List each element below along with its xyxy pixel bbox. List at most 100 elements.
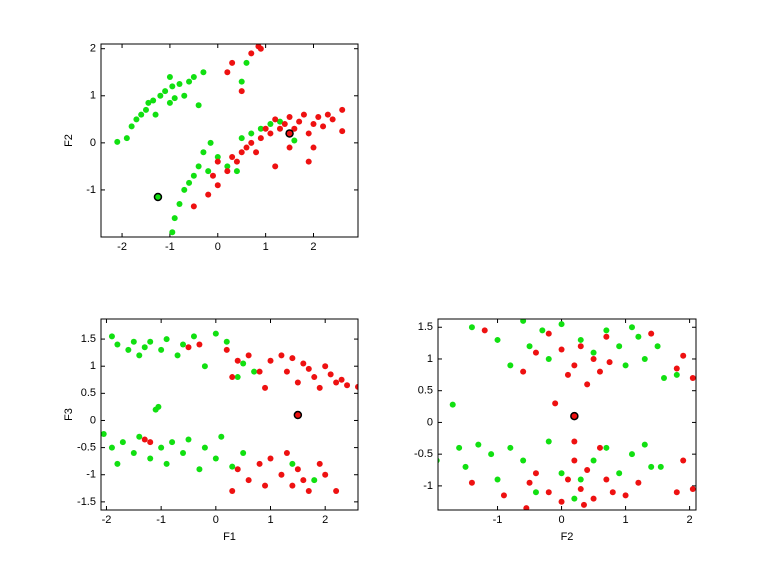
point (209, 172, 216, 179)
point (278, 471, 285, 478)
point (355, 383, 358, 390)
point (689, 375, 696, 382)
point (283, 368, 290, 375)
point (545, 438, 552, 445)
point (648, 463, 655, 470)
point (558, 346, 565, 353)
point (571, 362, 578, 369)
point (539, 327, 546, 334)
point (169, 439, 176, 446)
point (205, 168, 212, 175)
point (114, 138, 121, 145)
point (584, 467, 591, 474)
point (163, 336, 170, 343)
point (233, 168, 240, 175)
point (108, 333, 115, 340)
y-tick-label: -1 (86, 469, 96, 481)
y-tick-label: -0.5 (414, 448, 433, 460)
point (229, 59, 236, 66)
point (238, 149, 245, 156)
x-tick-label: 1 (263, 241, 269, 253)
point (147, 455, 154, 462)
point (245, 352, 252, 359)
point (195, 163, 202, 170)
point (169, 229, 176, 236)
point (185, 344, 192, 351)
point (545, 355, 552, 362)
point (673, 365, 680, 372)
point (603, 333, 610, 340)
point (133, 116, 140, 123)
point (243, 144, 250, 151)
point (238, 88, 245, 95)
point (507, 362, 514, 369)
point (291, 125, 298, 132)
point (224, 168, 231, 175)
point (596, 368, 603, 375)
point (488, 451, 495, 458)
axes-box (437, 318, 697, 511)
point (152, 111, 159, 118)
y-tick-label: 0 (90, 414, 96, 426)
point (245, 477, 252, 484)
point (289, 482, 296, 489)
axes-box (100, 43, 359, 238)
point (622, 362, 629, 369)
point (570, 411, 579, 421)
point (635, 479, 642, 486)
point (285, 129, 294, 138)
point (158, 444, 165, 451)
point (526, 479, 533, 486)
point (243, 59, 250, 66)
point (163, 460, 170, 467)
point (153, 192, 163, 202)
point (240, 360, 247, 367)
point (294, 379, 301, 386)
point (256, 368, 263, 375)
point (283, 450, 290, 457)
point (660, 375, 667, 382)
point (136, 352, 143, 359)
y-tick-label: 1.5 (81, 333, 96, 345)
point (590, 495, 597, 502)
y-tick-label: -0.5 (77, 442, 96, 454)
point (195, 102, 202, 109)
point (207, 139, 214, 146)
x-tick-label: -1 (165, 241, 175, 253)
point (289, 355, 296, 362)
point (300, 477, 307, 484)
point (609, 489, 616, 496)
point (125, 346, 132, 353)
point (532, 349, 539, 356)
y-tick-label: 1 (90, 90, 96, 102)
point (311, 477, 318, 484)
point (329, 116, 336, 123)
point (224, 163, 231, 170)
point (571, 495, 578, 502)
point (229, 463, 236, 470)
point (293, 410, 303, 420)
y-tick-label: 0.5 (81, 387, 96, 399)
point (622, 492, 629, 499)
point (494, 476, 501, 483)
point (238, 135, 245, 142)
point (181, 92, 188, 99)
point (507, 444, 514, 451)
points (101, 330, 358, 495)
point (145, 99, 152, 106)
point (468, 324, 475, 331)
point (316, 460, 323, 467)
subplot: -1 0 1 2 -1 -0.5 0 0.5 1 1.5 F2 (414, 318, 697, 543)
point (136, 433, 143, 440)
point (128, 123, 135, 130)
point (327, 371, 334, 378)
point (564, 371, 571, 378)
y-axis-label: F3 (63, 408, 75, 421)
point (673, 371, 680, 378)
plot-area (101, 44, 358, 237)
point (240, 450, 247, 457)
point (300, 111, 307, 118)
y-tick-label: -1.5 (77, 496, 96, 508)
point (577, 343, 584, 350)
